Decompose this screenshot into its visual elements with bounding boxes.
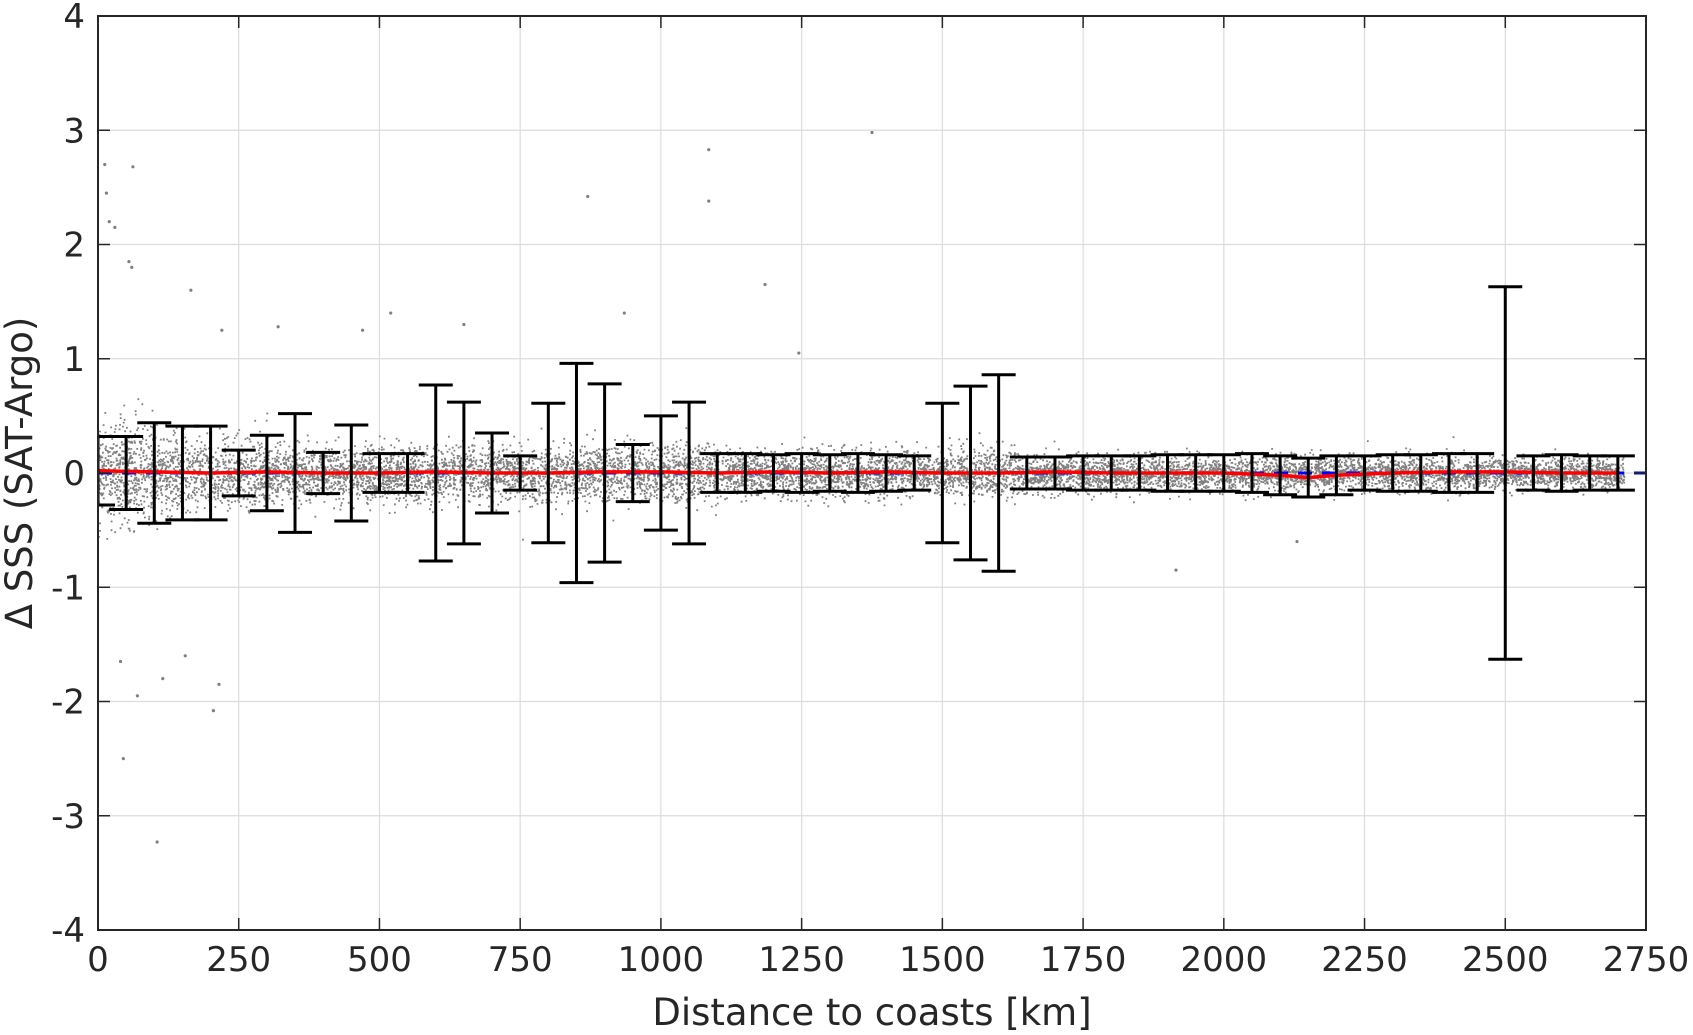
x-tick-label: 2750 bbox=[1603, 940, 1690, 980]
scatter-points bbox=[98, 130, 1626, 844]
error-bars bbox=[98, 285, 1635, 661]
error-bar bbox=[390, 452, 425, 494]
error-bar bbox=[249, 433, 284, 513]
error-bar bbox=[1460, 452, 1495, 494]
scatter-point bbox=[360, 328, 365, 332]
error-bar bbox=[925, 401, 960, 545]
error-bar bbox=[643, 414, 678, 532]
y-axis-label: Δ SSS (SAT-Argo) bbox=[0, 317, 41, 630]
y-tick-label: -4 bbox=[51, 911, 85, 951]
scatter-point bbox=[183, 654, 187, 658]
y-tick-label: -2 bbox=[51, 683, 85, 723]
error-bar bbox=[418, 383, 453, 563]
y-tick-label: 4 bbox=[63, 0, 85, 37]
x-tick-label: 1000 bbox=[618, 940, 705, 980]
scatter-point bbox=[155, 840, 159, 844]
error-bar bbox=[1600, 454, 1635, 492]
scatter-point bbox=[276, 325, 280, 329]
error-bar bbox=[981, 373, 1016, 573]
y-tick-label: 0 bbox=[63, 454, 85, 494]
error-bar bbox=[672, 400, 707, 546]
x-axis-label: Distance to coasts [km] bbox=[652, 991, 1091, 1034]
error-bar bbox=[278, 412, 313, 534]
scatter-point bbox=[130, 265, 134, 269]
error-bar bbox=[306, 450, 341, 496]
error-bar bbox=[1488, 285, 1523, 661]
scatter-point bbox=[103, 162, 107, 167]
error-bar bbox=[137, 421, 172, 525]
scatter-point bbox=[707, 148, 711, 152]
scatter-point bbox=[586, 194, 590, 199]
scatter-point bbox=[107, 220, 111, 224]
error-bar bbox=[475, 431, 510, 515]
x-tick-label: 250 bbox=[206, 940, 271, 980]
y-tick-label: 1 bbox=[63, 340, 85, 380]
x-tick-label: 750 bbox=[488, 940, 553, 980]
scatter-point bbox=[161, 677, 165, 681]
scatter-point bbox=[1174, 568, 1178, 572]
axis-ticks: 0 250 500 750 1000 1250 1500 1750 2000 2250 2500 27… bbox=[51, 0, 1689, 980]
error-bar bbox=[953, 384, 988, 562]
scatter-point bbox=[127, 260, 131, 264]
error-bar bbox=[531, 401, 566, 545]
y-tick-label: 2 bbox=[63, 226, 85, 266]
scatter-cloud bbox=[98, 398, 1626, 541]
error-bar bbox=[193, 424, 228, 522]
x-tick-label: 1750 bbox=[1040, 940, 1127, 980]
scatter-point bbox=[135, 694, 140, 698]
scatter-point bbox=[118, 659, 123, 664]
scatter-point bbox=[104, 191, 109, 195]
scatter-point bbox=[462, 322, 466, 327]
error-bar bbox=[1291, 456, 1326, 499]
scatter-point bbox=[389, 311, 393, 315]
scatter-point bbox=[131, 165, 135, 169]
scatter-point bbox=[217, 682, 221, 686]
scatter-point bbox=[797, 351, 801, 355]
scatter-point bbox=[211, 709, 215, 713]
error-bar bbox=[587, 382, 622, 564]
x-tick-label: 2000 bbox=[1181, 940, 1268, 980]
scatter-point bbox=[707, 199, 711, 203]
scatter-point bbox=[763, 282, 767, 287]
error-bar bbox=[221, 448, 256, 498]
x-tick-label: 500 bbox=[347, 940, 412, 980]
x-tick-label: 2500 bbox=[1462, 940, 1549, 980]
error-bar bbox=[446, 400, 481, 546]
error-bar bbox=[109, 434, 144, 512]
scatter-point bbox=[121, 757, 125, 761]
error-bar bbox=[334, 423, 369, 523]
y-tick-label: 3 bbox=[63, 111, 85, 151]
error-bar bbox=[615, 442, 650, 504]
error-bar bbox=[1234, 452, 1269, 494]
x-tick-label: 1500 bbox=[899, 940, 986, 980]
scatter-point bbox=[870, 130, 874, 135]
x-tick-label: 0 bbox=[87, 940, 109, 980]
error-bar bbox=[503, 454, 538, 492]
scatter-point bbox=[113, 225, 117, 229]
scatter-point bbox=[622, 311, 626, 315]
x-tick-label: 2250 bbox=[1321, 940, 1408, 980]
scatter-point bbox=[1295, 539, 1299, 544]
error-bar bbox=[559, 361, 594, 585]
error-bar bbox=[897, 454, 932, 492]
scatter-point bbox=[189, 288, 193, 292]
y-tick-label: -3 bbox=[51, 797, 85, 837]
y-tick-label: -1 bbox=[51, 568, 85, 608]
scatter-point bbox=[220, 328, 224, 332]
x-tick-label: 1250 bbox=[758, 940, 845, 980]
error-bar bbox=[1263, 454, 1298, 497]
